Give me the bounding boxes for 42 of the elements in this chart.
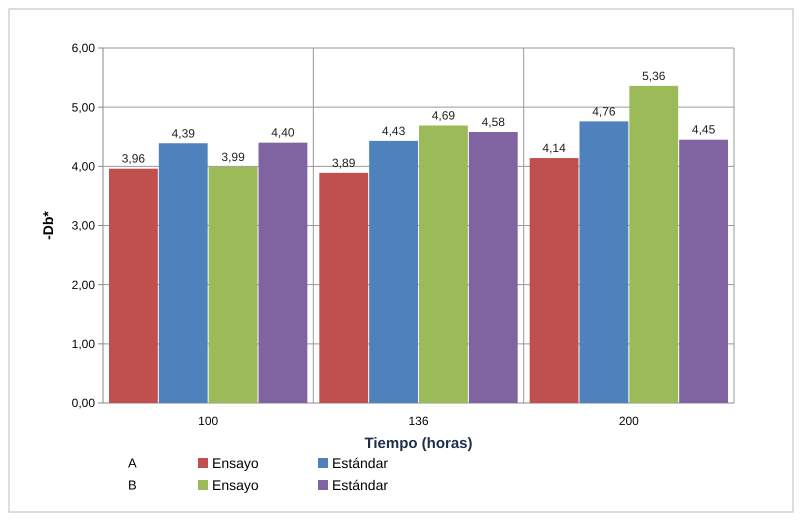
bar <box>158 143 208 403</box>
x-tick-label: 100 <box>198 414 218 428</box>
data-label: 4,45 <box>692 122 716 137</box>
y-axis-title: -Db* <box>40 210 56 240</box>
y-tick-label: 4,00 <box>72 160 96 174</box>
data-label: 4,43 <box>382 124 406 138</box>
y-tick-label: 1,00 <box>72 337 96 352</box>
data-label: 4,14 <box>542 141 566 156</box>
data-label: 4,58 <box>482 115 506 130</box>
text: B <box>128 478 137 493</box>
data-label: 4,76 <box>592 104 616 118</box>
data-label: 3,89 <box>332 156 356 170</box>
legend-label: Ensayo <box>212 454 259 471</box>
y-tick-label: 3,00 <box>72 218 96 233</box>
x-tick-label: 136 <box>408 414 429 428</box>
y-tick-label: 6,00 <box>72 41 96 56</box>
data-label: 4,69 <box>432 108 456 123</box>
bar <box>258 142 308 403</box>
bar <box>468 132 518 403</box>
data-label: 4,40 <box>271 126 295 140</box>
bar <box>629 86 678 403</box>
data-label: 4,39 <box>172 126 196 140</box>
bar <box>319 172 368 403</box>
bar <box>108 168 158 403</box>
x-axis-title: Tiempo (horas) <box>364 435 473 452</box>
bar <box>208 166 258 403</box>
bar <box>369 140 418 403</box>
bar <box>530 158 578 403</box>
text: A <box>128 456 137 471</box>
data-label: 3,96 <box>122 152 146 166</box>
bar <box>679 140 728 403</box>
bar <box>419 126 468 403</box>
legend-label: Estándar <box>332 454 388 471</box>
y-tick-label: 0,00 <box>72 396 96 410</box>
y-tick-label: 2,00 <box>72 278 96 292</box>
legend-label: Estándar <box>332 476 388 493</box>
legend-label: Ensayo <box>212 476 259 493</box>
data-label: 5,36 <box>642 68 666 83</box>
data-label: 3,99 <box>221 150 246 164</box>
y-tick-label: 5,00 <box>72 100 96 114</box>
bar <box>579 121 628 403</box>
x-tick-label: 200 <box>618 414 640 428</box>
